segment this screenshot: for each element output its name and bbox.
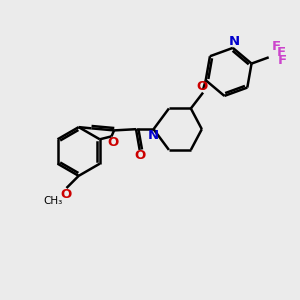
Text: N: N [229,35,240,48]
Text: N: N [148,129,159,142]
Text: O: O [61,188,72,201]
Text: CH₃: CH₃ [44,196,63,206]
Text: F: F [272,40,281,53]
Text: F: F [277,54,286,67]
Text: F: F [277,46,286,59]
Text: O: O [107,136,118,149]
Text: O: O [196,80,207,93]
Text: O: O [134,149,145,162]
